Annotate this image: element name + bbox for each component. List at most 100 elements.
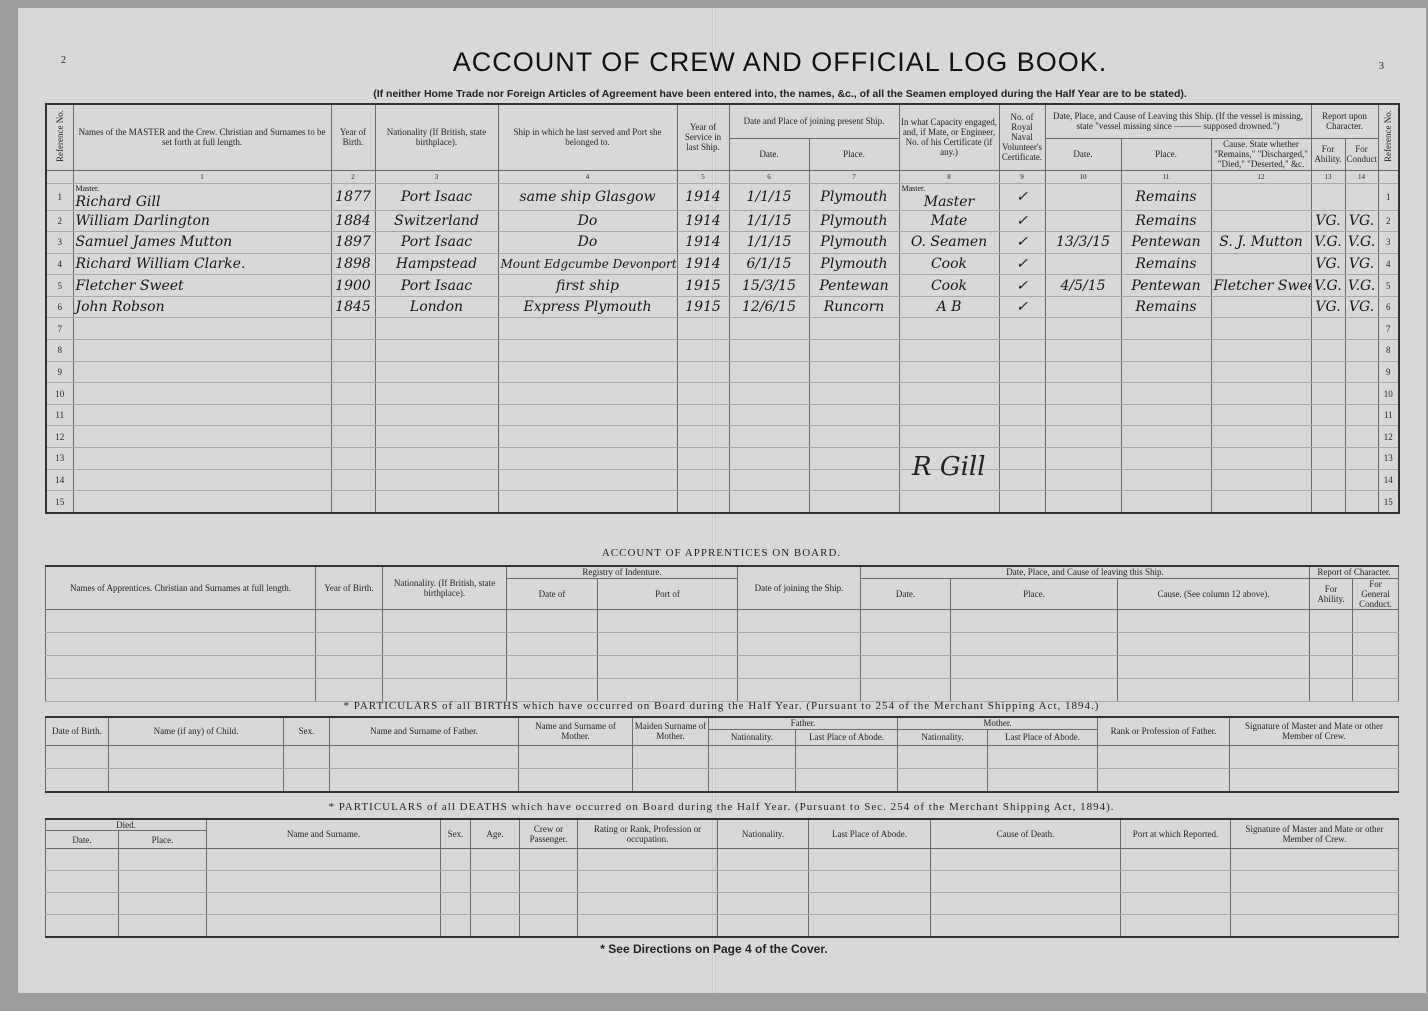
blank-cell [519,914,578,938]
crew-cell-leave-date [1044,490,1122,514]
blank-cell [717,870,809,893]
crew-cell-nationality [374,490,499,514]
column-number: 12 [1210,170,1312,184]
crew-cell-conduct: V.G. [1344,274,1379,297]
blank-cell [45,654,316,679]
births-title: * PARTICULARS of all BIRTHS which have o… [343,700,1100,712]
blank-cell [1117,677,1311,702]
blank-row [45,767,1399,792]
crew-cell-leave-date [1044,209,1122,233]
crew-cell-ref: 12 [45,425,74,449]
crew-cell-ship: first ship [497,274,678,297]
crew-cell-nationality: London [374,295,499,319]
crew-cell-rnvr [998,447,1046,470]
blank-cell [1309,631,1354,656]
app-header-report: Report of Character. [1309,565,1400,579]
blank-cell [950,677,1119,702]
crew-cell-cause [1210,317,1312,341]
page-number-right: 3 [1379,61,1384,72]
crew-cell-ref: 12 [1377,425,1400,449]
crew-cell-nationality [374,382,499,405]
header-conduct: For Conduct [1344,137,1379,171]
crew-cell-leave-place: Pentewan [1120,274,1212,297]
crew-row: 10 10 [45,382,1400,405]
column-number: 7 [808,170,900,184]
crew-cell-year [330,403,376,427]
crew-cell-leave-date [1044,468,1122,492]
column-number: 2 [330,170,376,184]
crew-cell-join-date [728,382,810,405]
blank-cell [440,870,471,893]
blank-cell [315,608,383,633]
crew-year-text: 1884 [335,212,371,229]
blank-cell [1120,914,1231,938]
blank-cell [596,654,739,679]
blank-cell [808,914,931,938]
master-label: Master. [901,183,926,193]
crew-cell-join-date: 15/3/15 [728,274,810,297]
crew-cell-capacity: Mate [898,209,1000,233]
blank-cell [118,914,207,938]
crew-cell-leave-place [1120,490,1212,514]
crew-cell-join-date [728,468,810,492]
blank-cell [206,914,441,938]
crew-cell-ability [1310,382,1346,405]
blank-cell [1117,608,1311,633]
crew-cell-leave-place [1120,468,1212,492]
crew-cell-year [330,447,376,470]
blank-cell [1097,744,1230,769]
blank-cell [206,892,441,915]
blank-row [45,654,1400,679]
crew-cell-conduct [1344,447,1379,470]
crew-cell-ref: 5 [1377,274,1400,297]
crew-conduct-text: VG. [1348,299,1375,316]
crew-cell-join-date [728,403,810,427]
crew-cell-ref: 8 [45,339,74,362]
blank-cell [45,744,109,769]
crew-cell-join-date [728,317,810,341]
crew-rnvr-text: ✓ [1016,188,1028,205]
crew-cell-ref: 1 [45,182,74,211]
crew-name-text: Richard William Clarke. [75,255,246,272]
app-header-port-of: Port of [596,577,739,610]
crew-year-text: 1900 [335,277,371,294]
crew-cell-leave-place: Remains [1120,182,1212,211]
blank-cell [717,914,809,938]
death-header-signature: Signature of Master and Mate or other Me… [1230,818,1399,849]
crew-cell-ref: 3 [1377,231,1400,254]
crew-conduct-text: V.G. [1347,234,1376,251]
blank-cell [382,631,507,656]
crew-cell-leave-place: Remains [1120,252,1212,276]
blank-cell [506,608,598,633]
crew-cell-years [676,360,730,384]
crew-ship-text: Express Plymouth [523,299,652,316]
crew-cell-ability [1310,468,1346,492]
crew-row: 14 14 [45,468,1400,492]
crew-cell-capacity: Cook [898,274,1000,297]
crew-cell-cause [1210,403,1312,427]
crew-cell-capacity [898,317,1000,341]
crew-cell-nationality: Switzerland [374,209,499,233]
blank-row [45,744,1399,769]
crew-leave-date-text: 13/3/15 [1056,234,1110,251]
crew-cell-join-place [808,490,900,514]
crew-cell-cause [1210,295,1312,319]
header-leave-place: Place. [1120,137,1212,171]
death-header-name: Name and Surname. [206,818,441,849]
blank-cell [470,914,520,938]
crew-cell-capacity: Cook [898,252,1000,276]
page-subtitle: (If neither Home Trade nor Foreign Artic… [373,88,1187,100]
blank-row [45,914,1399,938]
crew-cell-ability [1310,360,1346,384]
death-header-cause: Cause of Death. [930,818,1121,849]
blank-cell [708,767,796,792]
crew-cell-conduct: VG. [1344,209,1379,233]
crew-leave-place-text: Remains [1135,299,1197,316]
blank-cell [206,870,441,893]
blank-cell [283,767,330,792]
crew-cell-leave-place [1120,403,1212,427]
crew-cell-rnvr [998,382,1046,405]
app-header-place: Place. [950,577,1119,610]
blank-cell [596,608,739,633]
crew-cell-rnvr [998,490,1046,514]
